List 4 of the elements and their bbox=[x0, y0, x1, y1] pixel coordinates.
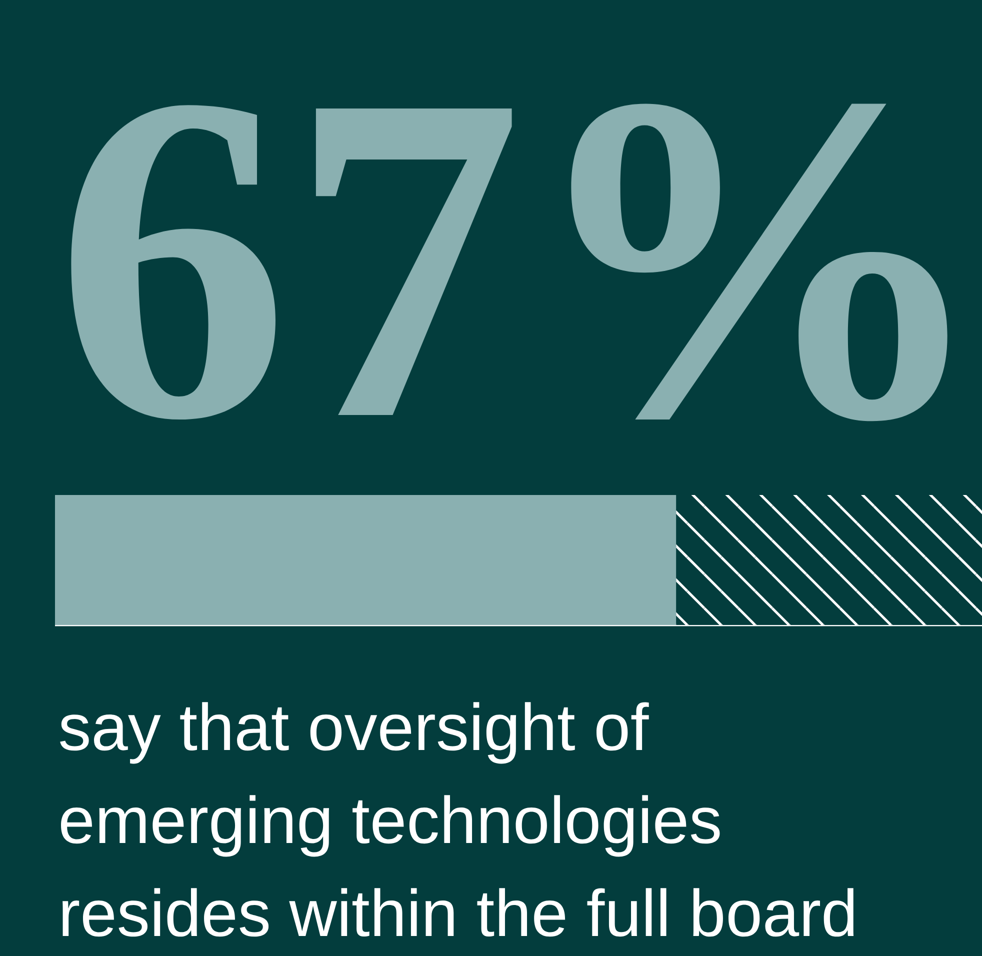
chart-title: 67% bbox=[71, 104, 948, 422]
text: say that oversight of bbox=[60, 702, 649, 764]
text: emerging technologies bbox=[61, 795, 720, 857]
text: resides within the full board bbox=[62, 888, 854, 937]
